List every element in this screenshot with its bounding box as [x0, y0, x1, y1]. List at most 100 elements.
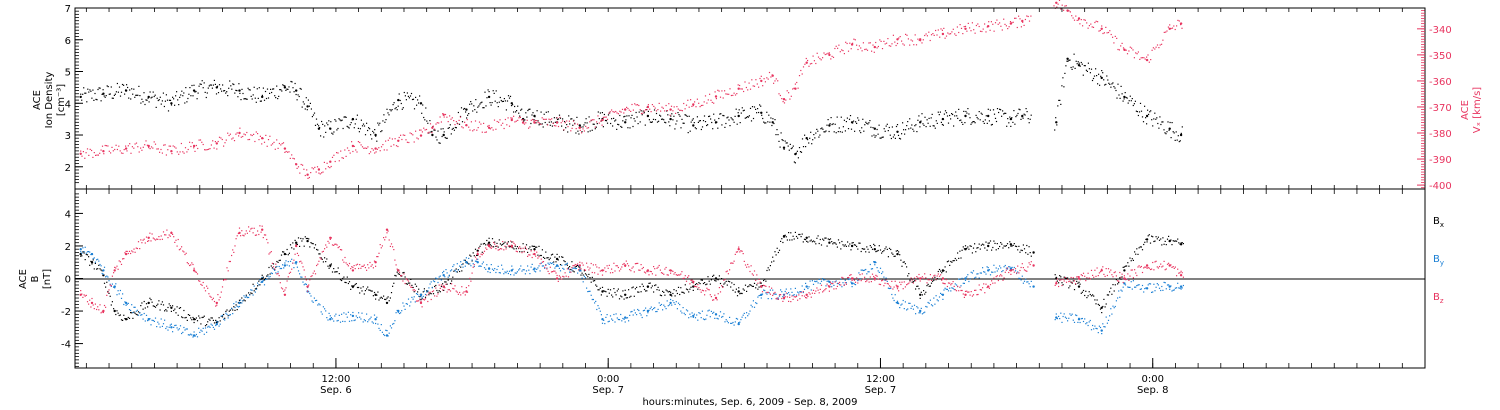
sample-mark: [872, 44, 874, 46]
sample-mark: [117, 91, 119, 93]
sample-mark: [848, 118, 851, 120]
sample-mark: [233, 83, 235, 86]
sample-mark: [305, 237, 307, 240]
sample-mark: [1159, 116, 1161, 118]
sample-mark: [807, 295, 809, 297]
sample-mark: [884, 130, 886, 132]
sample-mark: [675, 290, 677, 292]
sample-mark: [586, 287, 588, 289]
sample-mark: [207, 326, 209, 328]
sample-mark: [1007, 118, 1009, 120]
sample-mark: [718, 315, 720, 317]
sample-mark: [860, 250, 862, 253]
sample-mark: [427, 290, 429, 292]
sample-mark: [855, 121, 857, 123]
sample-mark: [1067, 10, 1069, 12]
sample-mark: [310, 108, 312, 110]
sample-mark: [1092, 77, 1095, 80]
sample-mark: [742, 253, 744, 255]
sample-mark: [220, 315, 222, 317]
sample-mark: [445, 283, 447, 285]
sample-mark: [895, 125, 898, 128]
sample-mark: [1107, 319, 1110, 321]
sample-mark: [1174, 287, 1176, 289]
sample-mark: [723, 115, 725, 117]
sample-mark: [359, 292, 361, 294]
sample-mark: [757, 288, 759, 290]
sample-mark: [910, 307, 912, 309]
sample-mark: [319, 257, 321, 259]
sample-mark: [407, 298, 410, 300]
sample-mark: [366, 122, 368, 124]
sample-mark: [508, 245, 511, 247]
data-point: [147, 95, 150, 99]
sample-mark: [81, 99, 83, 101]
sample-mark: [214, 83, 216, 85]
sample-mark: [277, 271, 279, 273]
sample-mark: [623, 112, 625, 114]
sample-mark: [410, 92, 413, 95]
sample-mark: [991, 249, 993, 251]
sample-mark: [560, 122, 562, 124]
sample-mark: [1026, 281, 1028, 283]
sample-mark: [725, 319, 727, 321]
sample-mark: [184, 147, 187, 149]
sample-mark: [165, 327, 167, 330]
sample-mark: [975, 24, 977, 27]
sample-mark: [913, 277, 916, 279]
sample-mark: [833, 242, 835, 244]
sample-mark: [324, 257, 326, 259]
sample-mark: [114, 148, 116, 151]
sample-mark: [334, 160, 336, 163]
sample-mark: [825, 285, 827, 287]
sample-mark: [701, 126, 704, 128]
sample-mark: [1113, 290, 1115, 292]
sample-mark: [1140, 288, 1142, 290]
sample-mark: [633, 118, 635, 120]
sample-mark: [568, 115, 570, 117]
sample-mark: [842, 126, 844, 128]
sample-mark: [512, 104, 514, 106]
sample-mark: [837, 47, 839, 49]
sample-mark: [353, 319, 355, 322]
sample-mark: [719, 282, 722, 285]
sample-mark: [1020, 279, 1022, 281]
sample-mark: [128, 97, 130, 99]
sample-mark: [620, 125, 622, 128]
sample-mark: [835, 280, 837, 282]
sample-mark: [511, 265, 513, 267]
sample-mark: [510, 105, 513, 107]
sample-mark: [504, 118, 506, 121]
sample-mark: [1022, 21, 1024, 23]
sample-mark: [800, 236, 802, 238]
sample-mark: [954, 257, 956, 260]
sample-mark: [327, 240, 329, 242]
sample-mark: [177, 314, 179, 316]
sample-mark: [622, 317, 624, 320]
sample-mark: [400, 134, 402, 136]
sample-mark: [98, 309, 100, 311]
sample-mark: [258, 233, 260, 236]
sample-mark: [468, 126, 470, 128]
sample-mark: [475, 99, 477, 101]
sample-mark: [620, 268, 622, 270]
data-point: [1100, 329, 1103, 332]
sample-mark: [235, 238, 237, 240]
sample-mark: [936, 122, 938, 124]
sample-mark: [581, 277, 583, 279]
sample-mark: [164, 234, 166, 236]
sample-mark: [1097, 21, 1099, 23]
sample-mark: [227, 132, 229, 134]
sample-mark: [320, 135, 322, 137]
sample-mark: [1130, 100, 1132, 102]
sample-mark: [746, 266, 748, 268]
sample-mark: [909, 279, 911, 281]
sample-mark: [751, 79, 753, 81]
sample-mark: [216, 148, 218, 150]
sample-mark: [743, 90, 745, 93]
sample-mark: [940, 121, 942, 123]
sample-mark: [605, 316, 607, 318]
sample-mark: [916, 306, 918, 308]
sample-mark: [433, 129, 435, 131]
sample-mark: [1110, 33, 1112, 36]
